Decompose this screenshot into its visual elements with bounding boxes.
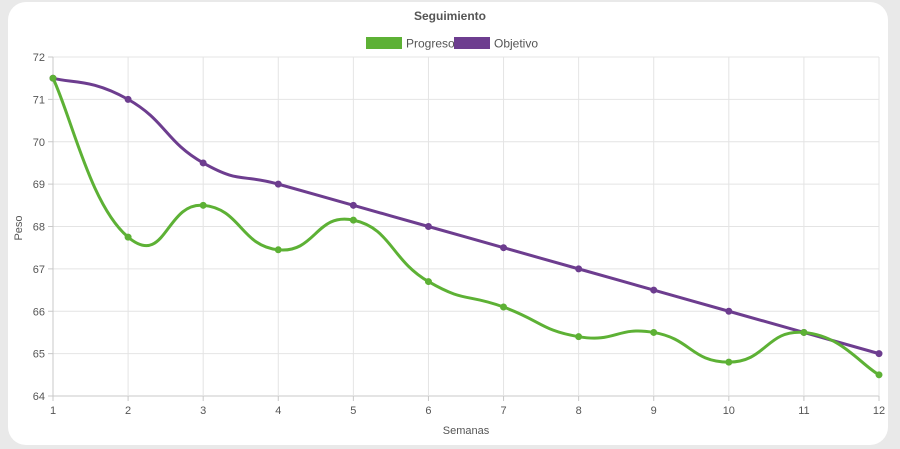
x-tick-label: 5 [350, 405, 356, 417]
data-point-objetivo[interactable] [199, 159, 207, 167]
legend-label-objetivo[interactable]: Objetivo [494, 37, 538, 51]
y-tick-label: 66 [33, 306, 45, 318]
series-layer [49, 74, 883, 379]
y-tick-label: 65 [33, 349, 45, 361]
data-point-objetivo[interactable] [124, 95, 132, 103]
legend: Progreso Objetivo [366, 37, 538, 51]
data-point-progreso[interactable] [49, 74, 57, 82]
data-point-objetivo[interactable] [349, 201, 357, 209]
series-objetivo [49, 74, 883, 358]
chart-card [8, 2, 888, 445]
data-point-objetivo[interactable] [274, 180, 282, 188]
grid [48, 56, 880, 401]
data-point-progreso[interactable] [424, 278, 432, 286]
x-tick-label: 7 [500, 405, 506, 417]
y-axis-ticks: 64 65 66 67 68 69 70 71 72 [33, 52, 45, 403]
x-tick-label: 4 [275, 405, 281, 417]
x-tick-label: 11 [798, 405, 809, 417]
x-tick-label: 1 [50, 405, 56, 417]
legend-swatch-progreso[interactable] [366, 37, 402, 49]
data-point-objetivo[interactable] [725, 307, 733, 315]
data-point-progreso[interactable] [575, 333, 583, 341]
x-tick-label: 9 [651, 405, 657, 417]
y-tick-label: 64 [33, 391, 45, 403]
x-tick-label: 2 [125, 405, 131, 417]
y-tick-label: 67 [33, 264, 45, 276]
x-tick-label: 8 [576, 405, 582, 417]
x-axis-title: Semanas [443, 425, 490, 437]
y-axis-title: Peso [13, 215, 25, 240]
data-point-objetivo[interactable] [424, 223, 432, 230]
series-progreso [49, 74, 883, 379]
data-point-objetivo[interactable] [575, 265, 583, 273]
x-tick-label: 12 [873, 405, 885, 417]
data-point-progreso[interactable] [650, 328, 658, 336]
chart-title: Seguimiento [414, 9, 486, 23]
data-point-progreso[interactable] [124, 233, 132, 241]
data-point-progreso[interactable] [725, 358, 733, 366]
data-point-objetivo[interactable] [650, 286, 658, 294]
data-point-objetivo[interactable] [500, 244, 508, 252]
data-point-progreso[interactable] [875, 371, 883, 379]
y-tick-label: 68 [33, 222, 45, 234]
x-tick-label: 3 [200, 405, 206, 417]
x-tick-label: 10 [723, 405, 735, 417]
y-tick-label: 72 [33, 52, 45, 64]
y-tick-label: 69 [33, 179, 45, 191]
x-tick-label: 6 [425, 405, 431, 417]
y-tick-label: 71 [33, 94, 45, 106]
data-point-objetivo[interactable] [875, 350, 883, 358]
x-axis-ticks: 1 2 3 4 5 6 7 8 9 10 11 12 [50, 405, 885, 417]
data-point-progreso[interactable] [500, 303, 508, 311]
data-point-progreso[interactable] [199, 201, 207, 209]
data-point-progreso[interactable] [800, 328, 808, 336]
data-point-progreso[interactable] [274, 246, 282, 254]
y-tick-label: 70 [33, 137, 45, 149]
data-point-progreso[interactable] [349, 216, 357, 224]
legend-label-progreso[interactable]: Progreso [406, 37, 455, 51]
legend-swatch-objetivo[interactable] [454, 37, 490, 49]
